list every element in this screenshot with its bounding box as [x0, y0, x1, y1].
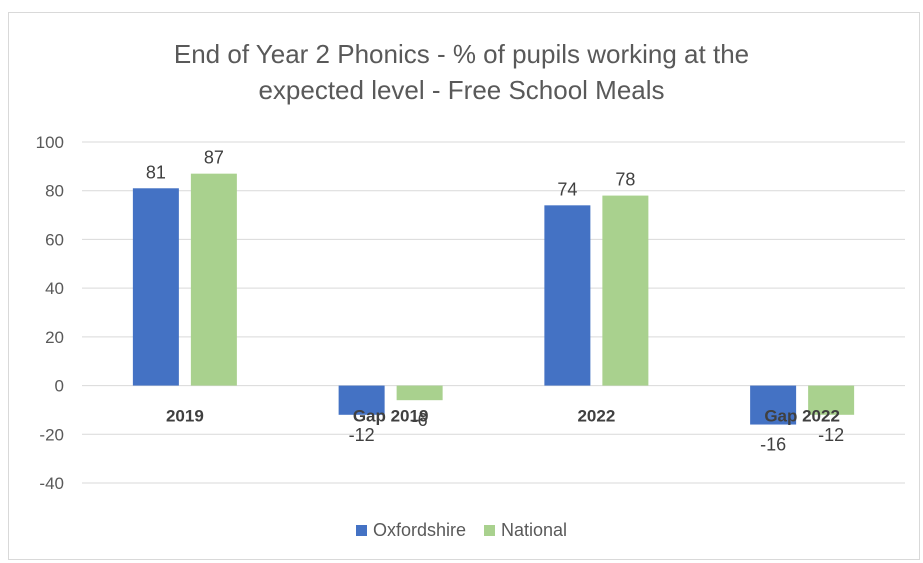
bar-oxfordshire — [750, 385, 797, 425]
data-label: -12 — [818, 425, 844, 445]
chart-title-line-1: End of Year 2 Phonics - % of pupils work… — [173, 39, 750, 69]
y-tick-label: -20 — [39, 425, 64, 444]
category-label: Gap 2022 — [764, 407, 840, 426]
y-tick-label: 80 — [45, 182, 64, 201]
legend-swatch-national — [484, 525, 495, 536]
legend-item-national: National — [484, 520, 567, 541]
bar-oxfordshire — [338, 385, 385, 415]
y-tick-label: -40 — [39, 474, 64, 493]
legend-label-oxfordshire: Oxfordshire — [372, 520, 466, 540]
y-tick-label: 100 — [36, 133, 64, 152]
category-label: 2022 — [577, 407, 615, 426]
bar-oxfordshire — [132, 188, 179, 386]
y-tick-label: 0 — [55, 377, 64, 396]
data-label: -12 — [349, 425, 375, 445]
data-label: 81 — [146, 162, 166, 182]
bar-national — [190, 173, 237, 386]
bar-national — [602, 195, 649, 386]
legend-label-national: National — [501, 520, 568, 540]
data-label: 87 — [204, 148, 224, 168]
bar-oxfordshire — [544, 205, 591, 386]
data-label: -16 — [760, 435, 786, 455]
data-label: 78 — [615, 170, 635, 190]
bar-national — [808, 385, 855, 415]
chart-title-line-2: expected level - Free School Meals — [258, 75, 665, 105]
category-label: Gap 2019 — [353, 407, 429, 426]
y-tick-label: 20 — [45, 328, 64, 347]
data-label: 74 — [557, 179, 577, 199]
data-label: -6 — [412, 410, 428, 430]
legend: Oxfordshire National — [0, 520, 923, 541]
bar-national — [396, 385, 443, 401]
category-label: 2019 — [166, 407, 204, 426]
legend-item-oxfordshire: Oxfordshire — [355, 520, 466, 541]
y-tick-label: 40 — [45, 279, 64, 298]
y-tick-label: 60 — [45, 230, 64, 249]
legend-swatch-oxfordshire — [355, 525, 367, 536]
